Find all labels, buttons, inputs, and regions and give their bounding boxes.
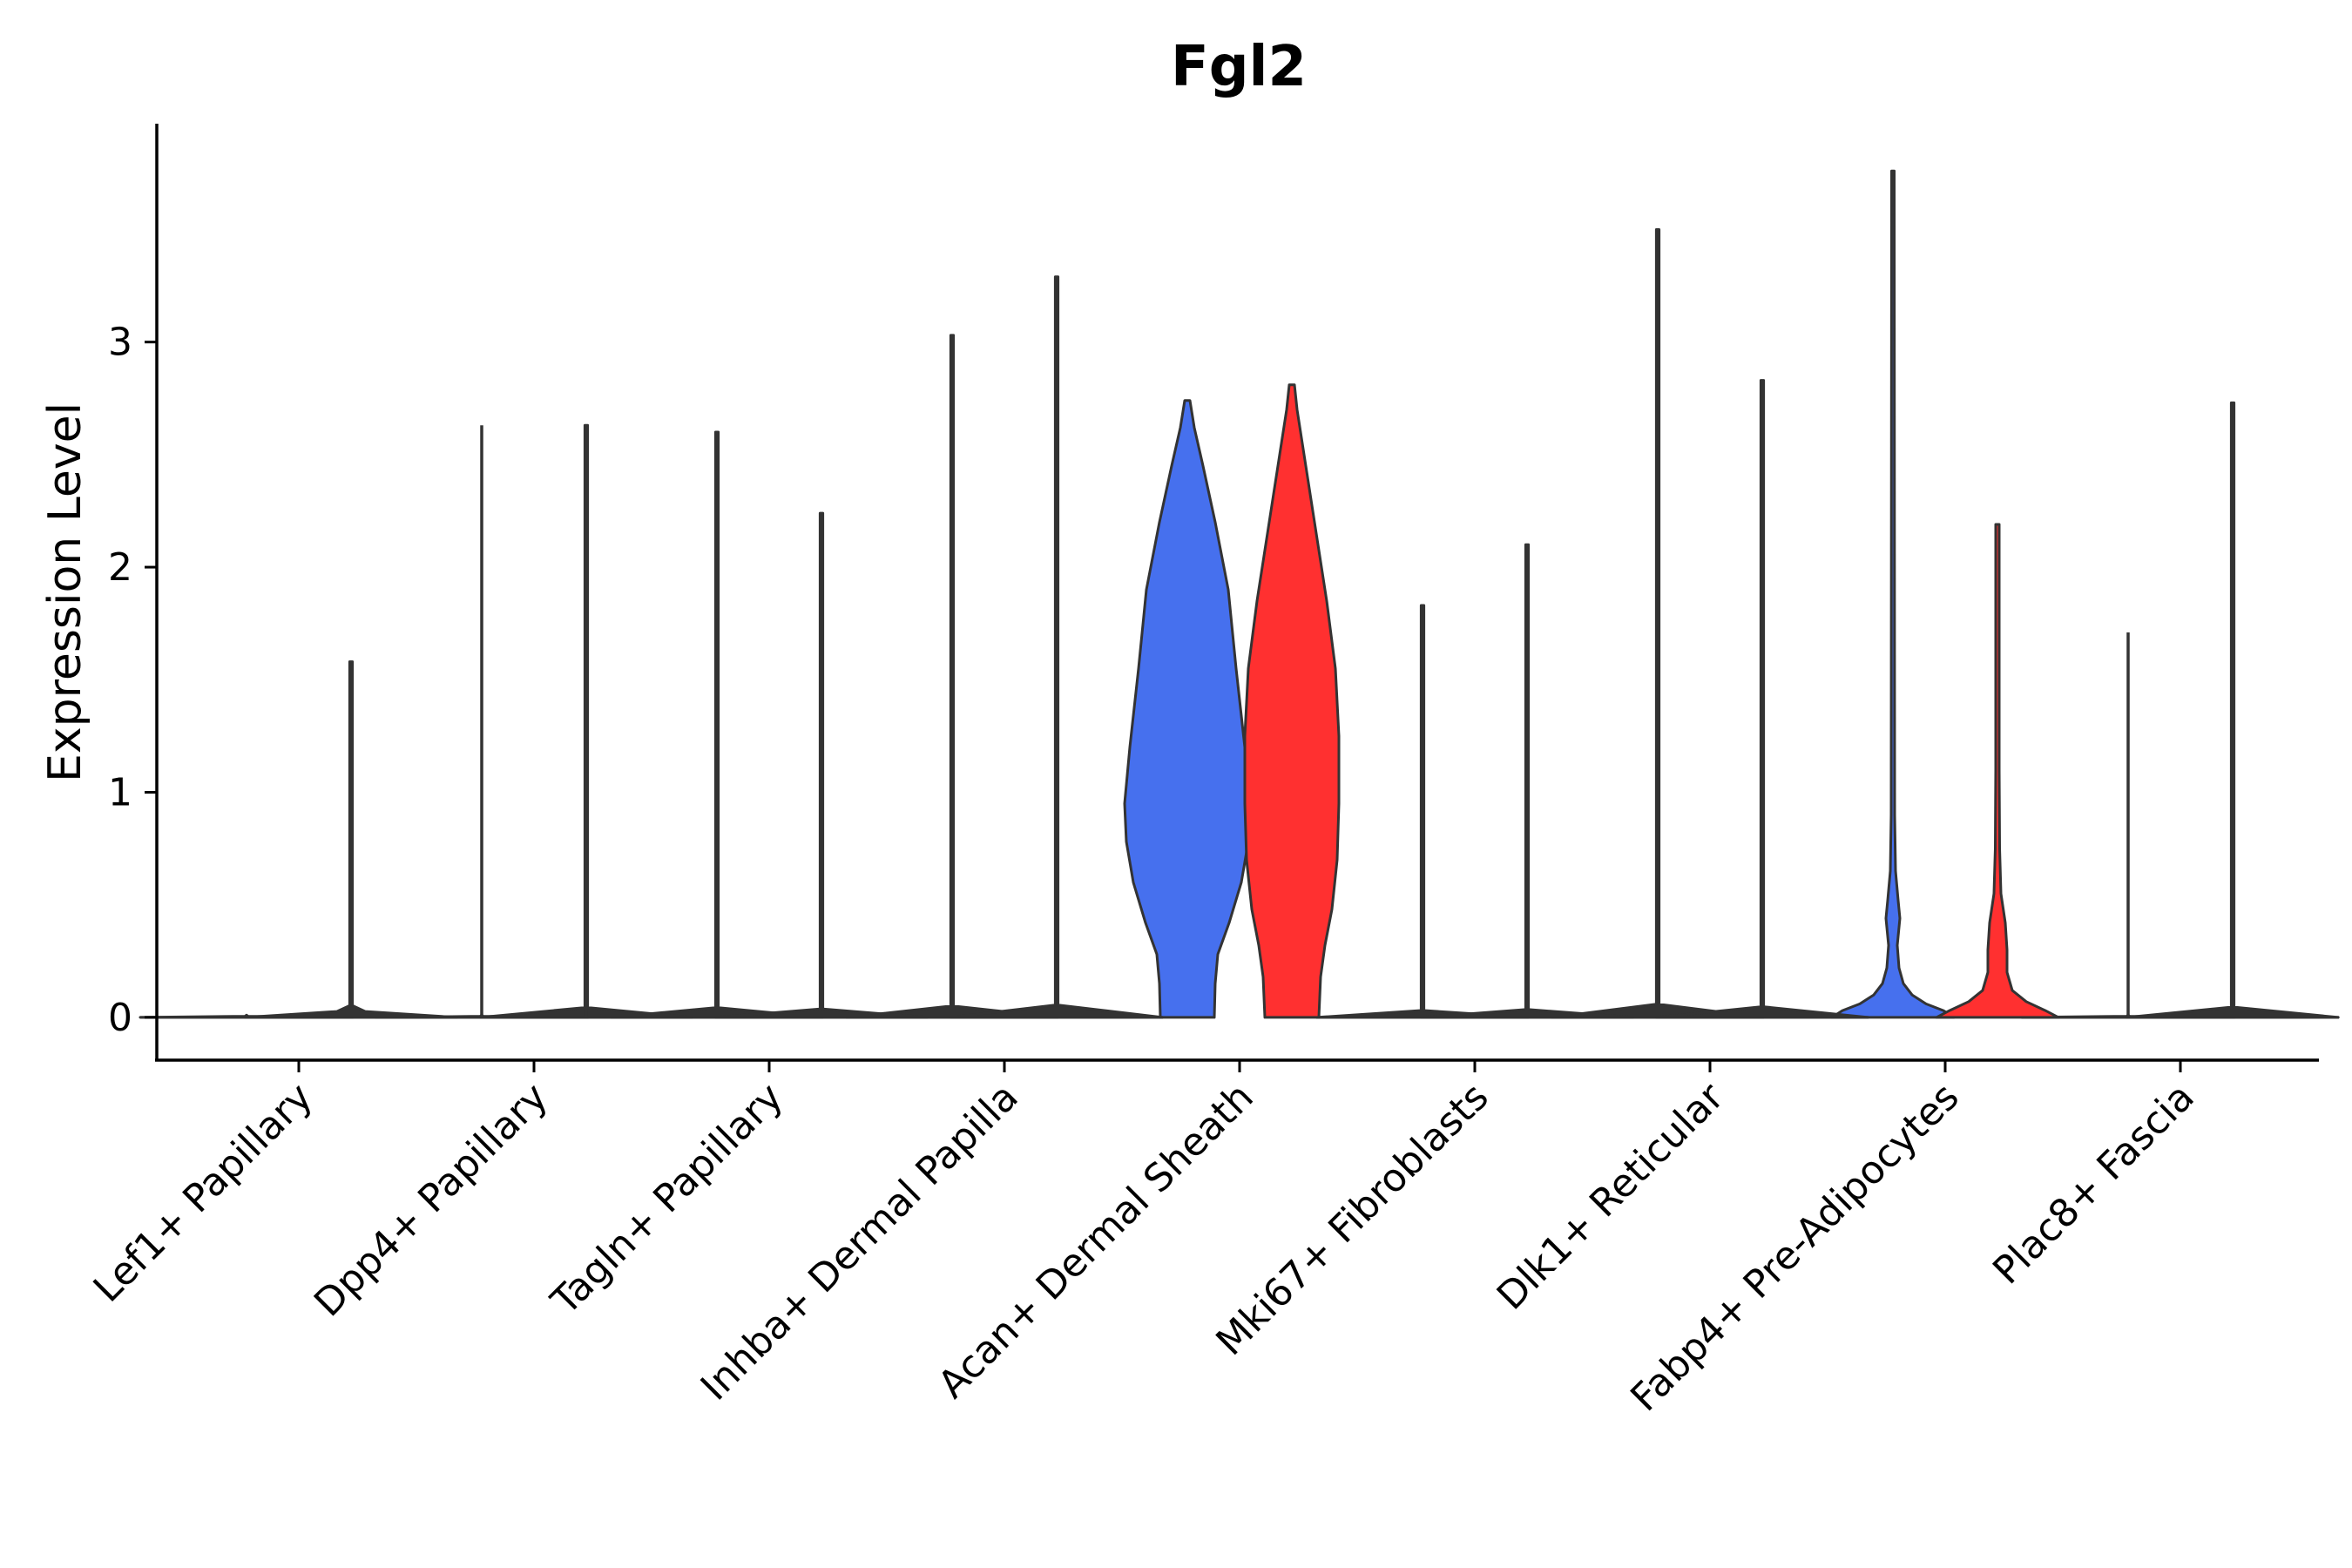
violin-plac8-fascia-group-2: [2126, 401, 2340, 1019]
y-tick-label-1: 1: [108, 770, 132, 814]
y-tick-label-3: 3: [108, 321, 132, 365]
violin-mki67-fibroblasts-group-2: [1420, 543, 1634, 1019]
y-tick-label-2: 2: [108, 545, 132, 590]
y-axis-ticks: 0 1 2 3: [108, 321, 157, 1040]
violin-tagln-papillary-group-1: [610, 430, 824, 1019]
violin-acan-dermal-sheath-group-2: [1243, 383, 1341, 1019]
violin-lef1-papillary-group-2: [244, 660, 458, 1019]
violin-inhba-dermal-papilla-group-1: [845, 334, 1059, 1019]
violin-inhba-dermal-papilla-group-2: [950, 275, 1164, 1019]
violin-acan-dermal-sheath-group-1: [1123, 399, 1252, 1019]
y-axis-label: Expression Level: [39, 402, 91, 782]
x-tick-label-tagln-papillary: Tagln+ Papillary: [543, 1075, 792, 1324]
violin-fabp4-pre-adipocytes-group-1: [1830, 169, 1956, 1019]
violin-layer: [139, 169, 2340, 1019]
x-tick-label-mki67-fibroblasts: Mki67+ Fibroblasts: [1207, 1075, 1497, 1364]
x-tick-label-plac8-fascia: Plac8+ Fascia: [1984, 1075, 2203, 1294]
y-tick-label-0: 0: [108, 996, 132, 1040]
x-tick-label-lef1-papillary: Lef1+ Papillary: [85, 1075, 321, 1311]
violin-mki67-fibroblasts-group-1: [1315, 604, 1530, 1019]
violin-dlk1-reticular-group-1: [1551, 228, 1765, 1019]
x-tick-label-dlk1-reticular: Dlk1+ Reticular: [1489, 1074, 1734, 1319]
chart-title: Fgl2: [1171, 35, 1307, 99]
violin-fabp4-pre-adipocytes-group-2: [1935, 523, 2060, 1019]
x-tick-label-dpp4-papillary: Dpp4+ Papillary: [306, 1075, 557, 1326]
violin-tagln-papillary-group-2: [714, 511, 929, 1019]
violin-dlk1-reticular-group-2: [1655, 379, 1869, 1019]
